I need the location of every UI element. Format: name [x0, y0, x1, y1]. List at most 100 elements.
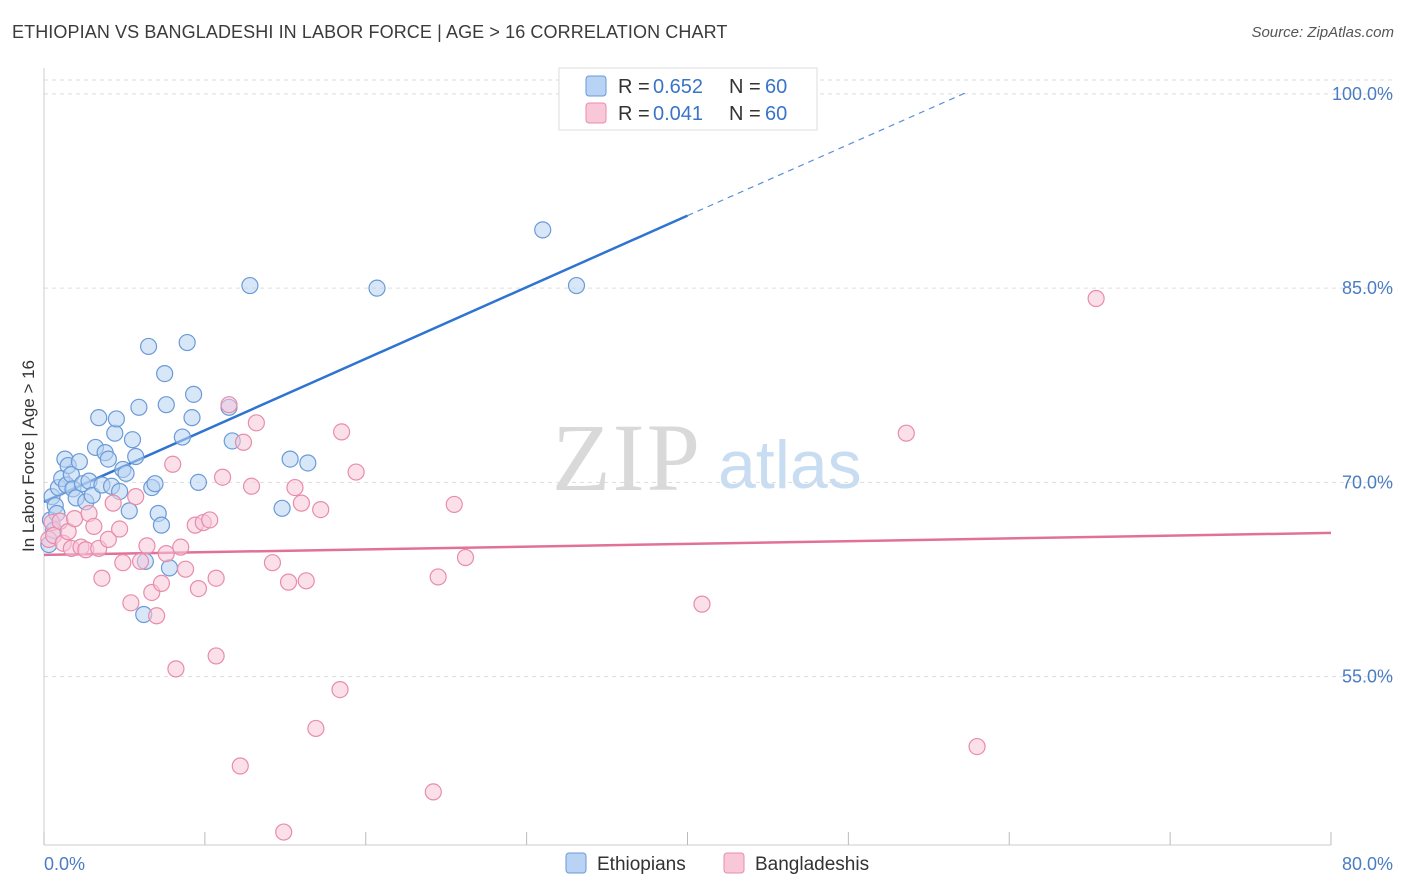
ethiopian-point-30: [120, 502, 138, 520]
bangladeshi-point-52: [347, 463, 365, 481]
y-tick-label-55: 55.0%: [1342, 667, 1393, 687]
ethiopian-point-56: [534, 221, 552, 239]
ethiopian-point-48: [189, 473, 208, 491]
bottom-legend-bangladeshis: Bangladeshis: [755, 854, 869, 875]
trend-line-bangladeshis: [43, 531, 1332, 557]
legend-n-label-eth: N =: [729, 76, 761, 98]
ethiopian-point-55: [368, 279, 386, 297]
legend-r-label-eth: R =: [618, 76, 650, 98]
watermark-atlas: atlas: [718, 427, 862, 503]
y-tick-label-85: 85.0%: [1342, 278, 1393, 298]
bangladeshi-point-49: [312, 500, 330, 519]
bangladeshi-point-54: [429, 568, 447, 586]
ethiopian-point-53: [281, 450, 299, 468]
y-axis-tick-labels: 55.0% 70.0% 85.0% 100.0%: [1332, 84, 1393, 687]
ethiopian-point-20: [90, 409, 108, 427]
ethiopian-point-44: [173, 428, 191, 446]
legend-n-label-ban: N =: [729, 103, 761, 125]
bangladeshi-point-15: [104, 494, 122, 512]
x-axis-ticks: [43, 832, 1332, 845]
bangladeshi-point-28: [172, 538, 190, 556]
bottom-legend-ethiopians: Ethiopians: [597, 854, 686, 875]
legend-r-value-ban: 0.041: [653, 103, 703, 125]
ethiopian-point-32: [127, 447, 145, 466]
legend-n-value-ban: 60: [765, 103, 787, 125]
bangladeshi-point-27: [167, 660, 185, 678]
bangladeshi-point-19: [127, 488, 145, 506]
ethiopian-point-23: [99, 450, 117, 468]
ethiopian-point-26: [107, 410, 125, 428]
bangladeshi-point-20: [131, 552, 150, 570]
x-tick-label-min: 0.0%: [44, 854, 85, 874]
bangladeshi-point-36: [213, 468, 232, 486]
chart-title: ETHIOPIAN VS BANGLADESHI IN LABOR FORCE …: [12, 22, 728, 42]
bangladeshi-point-17: [114, 554, 132, 572]
ethiopian-points: [40, 221, 586, 624]
trend-line-ethiopians: [43, 214, 689, 503]
bottom-legend: Ethiopians Bangladeshis: [565, 852, 869, 875]
ethiopian-point-51: [241, 276, 259, 295]
ethiopian-point-42: [157, 396, 175, 414]
bangladeshi-point-29: [176, 560, 195, 578]
bangladeshi-point-58: [897, 424, 915, 442]
ethiopian-point-41: [156, 365, 174, 383]
bangladeshi-point-57: [693, 595, 711, 613]
ethiopian-point-31: [123, 431, 142, 449]
ethiopian-point-36: [139, 337, 158, 356]
bangladeshi-point-56: [456, 548, 475, 567]
bangladeshi-point-23: [148, 607, 166, 625]
y-tick-label-100: 100.0%: [1332, 84, 1393, 104]
ethiopian-point-40: [152, 516, 171, 534]
watermark-zip: ZIP: [552, 404, 702, 511]
trend-lines: [43, 90, 1332, 557]
bangladeshi-point-43: [275, 823, 293, 841]
bangladeshi-point-38: [231, 757, 249, 775]
bangladeshi-point-41: [247, 414, 265, 432]
bangladeshi-point-14: [99, 530, 117, 548]
bangladeshi-point-35: [207, 647, 225, 665]
bangladeshi-point-60: [1087, 289, 1105, 308]
legend-n-value-eth: 60: [765, 76, 787, 98]
ethiopian-point-47: [185, 385, 203, 403]
bangladeshi-point-7: [65, 510, 84, 528]
bangladeshi-point-46: [292, 494, 310, 512]
bottom-legend-swatch-ethiopians: [565, 852, 587, 874]
legend-r-value-eth: 0.652: [653, 76, 703, 98]
bangladeshi-point-50: [331, 680, 349, 699]
bangladeshi-point-51: [333, 423, 351, 441]
bangladeshi-point-42: [263, 554, 282, 572]
source-credit: Source: ZipAtlas.com: [1251, 24, 1394, 41]
bangladeshi-point-47: [297, 572, 315, 590]
bangladeshi-point-53: [424, 783, 442, 801]
bangladeshi-point-40: [242, 477, 261, 495]
ethiopian-point-29: [117, 464, 135, 482]
ethiopian-point-52: [273, 499, 291, 517]
bangladeshi-point-18: [122, 594, 140, 612]
ethiopian-point-14: [70, 453, 88, 471]
bangladeshi-point-24: [152, 574, 171, 593]
ethiopian-point-25: [106, 424, 124, 442]
gridlines: [44, 79, 1394, 678]
ethiopian-point-43: [160, 559, 179, 577]
ethiopian-point-45: [178, 333, 196, 352]
bangladeshi-point-34: [207, 569, 225, 587]
bangladeshi-point-16: [111, 520, 129, 538]
bangladeshi-point-44: [279, 573, 298, 591]
ethiopian-point-57: [567, 276, 586, 295]
x-tick-label-max: 80.0%: [1342, 854, 1393, 874]
bangladeshi-point-59: [968, 737, 986, 756]
bangladeshi-point-37: [220, 396, 238, 414]
bangladeshi-point-26: [164, 455, 182, 473]
bangladeshi-points: [40, 289, 1105, 841]
bangladeshi-point-48: [307, 719, 325, 738]
ethiopian-point-38: [146, 475, 164, 493]
bangladeshi-point-55: [445, 495, 463, 514]
legend-r-label-ban: R =: [618, 103, 650, 125]
bangladeshi-point-45: [286, 478, 304, 497]
legend-swatch-ethiopians: [585, 75, 607, 97]
bangladeshi-point-25: [157, 545, 175, 563]
y-axis-title: In Labor Force | Age > 16: [19, 360, 38, 552]
bangladeshi-point-21: [138, 537, 156, 555]
bangladeshi-point-39: [234, 433, 253, 451]
